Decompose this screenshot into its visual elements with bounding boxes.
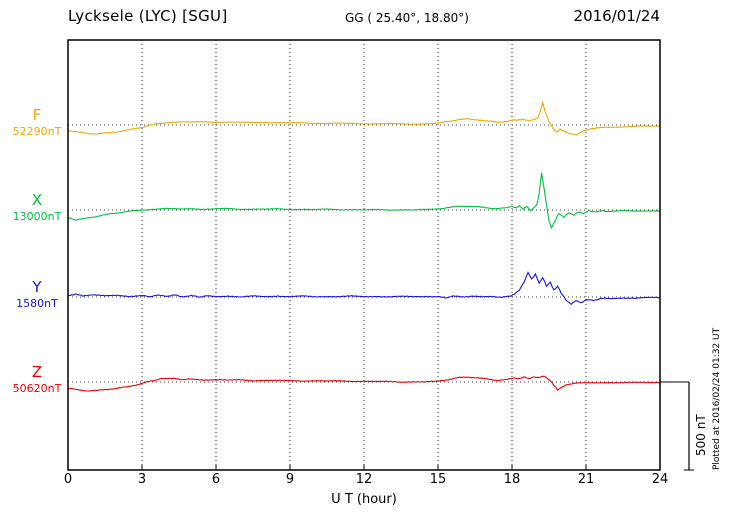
series-letter: F	[32, 106, 42, 124]
x-tick-label: 21	[577, 472, 595, 487]
x-tick-label: 3	[137, 472, 147, 487]
plot-frame	[67, 39, 661, 471]
trace-F	[68, 100, 660, 136]
station-title: Lycksele (LYC) [SGU]	[68, 7, 228, 25]
series-letter: Y	[32, 278, 42, 296]
series-label-X: X 13000nT	[8, 191, 66, 223]
x-tick-label: 6	[211, 472, 221, 487]
x-tick-label: 15	[429, 472, 447, 487]
x-tick-label: 12	[355, 472, 373, 487]
x-tick-label: 0	[63, 472, 73, 487]
trace-Z	[68, 375, 660, 392]
geographic-coordinates: GG ( 25.40°, 18.80°)	[345, 11, 469, 25]
trace-X	[68, 172, 660, 230]
series-baseline-value: 13000nT	[12, 209, 62, 223]
scalebar-label: 500 nT	[694, 414, 708, 456]
series-label-Y: Y 1580nT	[8, 278, 66, 310]
x-tick-label: 9	[285, 472, 295, 487]
plotted-at-note: Plotted at 2016/02/24 01:32 UT	[712, 327, 722, 470]
x-tick-label: 24	[651, 472, 669, 487]
series-baseline-value: 52290nT	[12, 124, 62, 138]
x-tick-label: 18	[503, 472, 521, 487]
trace-Y	[68, 271, 660, 306]
series-baseline-value: 50620nT	[12, 381, 62, 395]
series-baseline-value: 1580nT	[16, 296, 58, 310]
series-letter: Z	[31, 363, 43, 381]
plot-date: 2016/01/24	[573, 7, 660, 25]
series-label-Z: Z 50620nT	[8, 363, 66, 395]
series-label-F: F 52290nT	[8, 106, 66, 138]
series-letter: X	[31, 191, 43, 209]
x-axis-label: U T (hour)	[331, 492, 397, 507]
